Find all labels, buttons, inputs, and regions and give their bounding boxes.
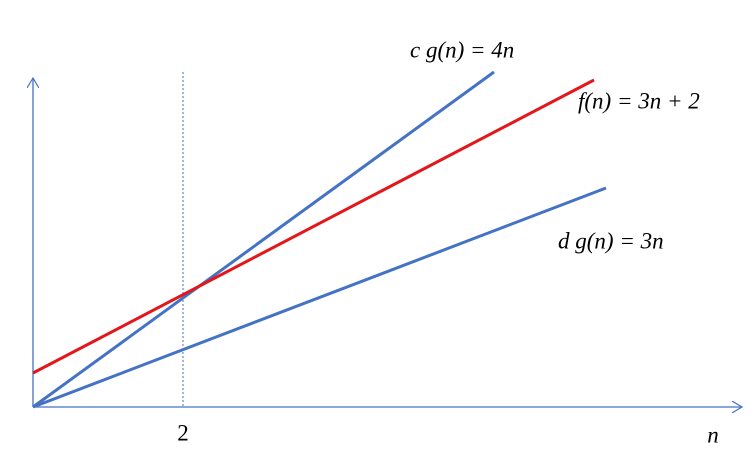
dg-label: d g(n) = 3n [558,228,664,253]
f-line [32,78,595,375]
f-label: f(n) = 3n + 2 [578,88,700,113]
x-axis-label: n [707,422,719,447]
dg-line [32,186,607,409]
cg-line [32,70,495,409]
x-mark-label: 2 [177,420,189,445]
cg-label: c g(n) = 4n [410,37,514,62]
